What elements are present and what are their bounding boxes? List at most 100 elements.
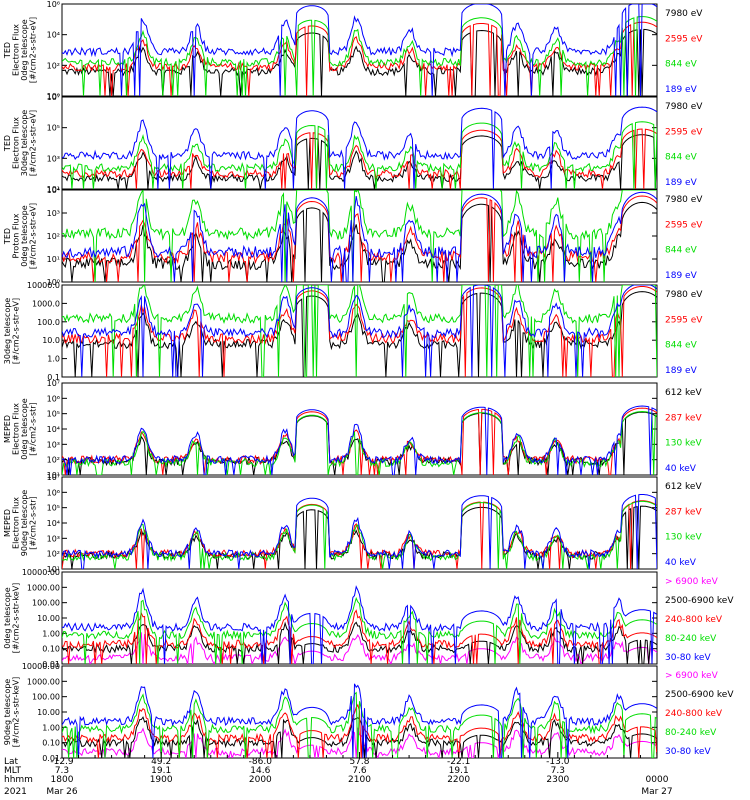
- y-axis-label: [#/cm2-s-str-eV]: [29, 110, 38, 176]
- y-tick-label: 10⁷: [47, 93, 60, 102]
- y-axis-label: 90deg telescope: [20, 490, 29, 557]
- time-axis-value: 49.2: [151, 757, 171, 767]
- series-line: [62, 596, 657, 664]
- y-tick-label: 10⁶: [47, 394, 60, 403]
- time-axis-row-header: 2021: [4, 787, 27, 797]
- y-tick-label: 10³: [47, 440, 60, 449]
- legend-entry: 80-240 keV: [665, 728, 717, 738]
- time-axis-value: 1900: [150, 775, 173, 785]
- series-group: [62, 190, 657, 282]
- series-line: [62, 128, 657, 189]
- series-line: [62, 285, 657, 377]
- series-group: [62, 405, 657, 475]
- series-line: [62, 494, 657, 569]
- y-axis-label: Electron Flux: [12, 24, 21, 76]
- legend-entry: 287 keV: [665, 413, 702, 423]
- time-axis-value: 1800: [51, 775, 74, 785]
- y-tick-label: 1000.00: [27, 583, 60, 592]
- y-tick-label: 100.00: [32, 693, 60, 702]
- flux-panel: 10⁰ 10¹ 10² 10³ 10⁴ TED Proton Flux 0deg telesc…: [3, 186, 703, 287]
- y-tick-label: 10⁵: [47, 504, 60, 513]
- series-line: [62, 609, 657, 664]
- legend-entry: 189 eV: [665, 271, 698, 281]
- y-tick-label: 10¹: [47, 255, 60, 264]
- y-tick-label: 10⁰: [47, 278, 60, 287]
- time-axis-row-header: hhmm: [4, 775, 33, 785]
- series-group: [62, 683, 657, 758]
- flux-panel: 10¹ 10³ 10⁵ 10⁷ TED Electron Flux 30deg telesc…: [3, 93, 703, 194]
- y-tick-label: 10⁶: [47, 488, 60, 497]
- y-tick-label: 10⁴: [47, 519, 60, 528]
- legend-entry: 7980 eV: [665, 102, 703, 112]
- time-axis-value: 2300: [546, 775, 569, 785]
- series-group: [62, 585, 657, 664]
- y-tick-label: 0.01: [42, 660, 60, 669]
- series-line: [62, 285, 657, 377]
- legend-entry: 2595 eV: [665, 34, 703, 44]
- y-tick-label: 1000.0: [32, 299, 60, 308]
- y-tick-label: 10⁵: [47, 124, 60, 133]
- series-line: [62, 191, 657, 282]
- series-group: [62, 285, 657, 377]
- legend-entry: 612 keV: [665, 388, 702, 398]
- series-line: [62, 134, 657, 189]
- y-axis-label: [#/cm2-s-str]: [29, 496, 38, 549]
- time-axis-value: 14.6: [250, 766, 270, 776]
- legend-entry: 2500-6900 keV: [665, 690, 734, 700]
- series-line: [62, 121, 657, 189]
- y-tick-label: 0.1: [47, 373, 60, 382]
- y-tick-label: 10⁴: [47, 31, 60, 40]
- y-axis-label: MEPED: [3, 509, 12, 537]
- y-tick-label: 10⁴: [47, 186, 60, 195]
- y-tick-label: 10²: [47, 550, 60, 559]
- y-tick-label: 0.01: [42, 754, 60, 763]
- y-axis-label: 30deg telescope: [3, 298, 12, 365]
- y-axis-label: Electron Flux: [12, 117, 21, 169]
- series-line: [62, 585, 657, 664]
- series-group: [62, 4, 657, 96]
- time-axis-value: 2200: [447, 775, 470, 785]
- time-axis-value: -22.1: [447, 757, 470, 767]
- y-axis-label: TED: [3, 135, 12, 152]
- time-axis-row-header: MLT: [4, 766, 22, 776]
- legend-entry: 30-80 keV: [665, 747, 711, 757]
- legend-entry: 240-800 keV: [665, 709, 723, 719]
- time-axis-value: -12.9: [50, 757, 74, 767]
- y-tick-label: 10²: [47, 456, 60, 465]
- series-line: [62, 407, 657, 475]
- y-axis-label: 0deg telescope: [20, 205, 29, 266]
- series-line: [62, 500, 657, 569]
- legend-entry: 2595 eV: [665, 315, 703, 325]
- series-line: [62, 691, 657, 758]
- legend-entry: 189 eV: [665, 366, 698, 376]
- y-axis-label: [#/cm2-s-str-keV]: [12, 677, 21, 748]
- y-tick-label: 10⁵: [47, 410, 60, 419]
- legend-entry: 287 keV: [665, 507, 702, 517]
- flux-panel: 0.1 1.0 10.0 100.0 1000.0 10000.0 30deg telesc…: [3, 281, 703, 382]
- legend-entry: 40 keV: [665, 464, 697, 474]
- time-axis-value: 19.1: [151, 766, 171, 776]
- y-tick-label: 10⁷: [47, 473, 60, 482]
- y-axis-label: TED: [3, 228, 12, 245]
- y-axis-label: 30deg telescope: [20, 110, 29, 177]
- flux-panel: 10¹ 10² 10³ 10⁴ 10⁵ 10⁶ 10⁷ MEPED Electron Flux 0…: [3, 379, 702, 480]
- series-line: [62, 16, 657, 96]
- y-axis-label: TED: [3, 42, 12, 59]
- y-axis-label: [#/cm2-s-str-keV]: [12, 583, 21, 654]
- time-axis-row-header: Lat: [4, 757, 19, 767]
- time-axis-value: -86.0: [249, 757, 273, 767]
- y-tick-label: 1.00: [42, 629, 60, 638]
- flux-panel: 0.01 0.10 1.00 10.00 100.00 1000.00 10000.00 0d…: [3, 568, 734, 669]
- time-axis-value: 7.3: [55, 766, 69, 776]
- y-tick-label: 10³: [47, 534, 60, 543]
- series-line: [62, 410, 657, 475]
- series-line: [62, 405, 657, 475]
- y-tick-label: 10⁴: [47, 425, 60, 434]
- y-tick-label: 10¹: [47, 471, 60, 480]
- series-line: [62, 286, 657, 377]
- series-line: [62, 190, 657, 282]
- y-tick-label: 1.0: [47, 355, 60, 364]
- y-axis-label: 0deg telescope: [3, 587, 12, 648]
- time-axis-value: Mar 27: [641, 787, 672, 797]
